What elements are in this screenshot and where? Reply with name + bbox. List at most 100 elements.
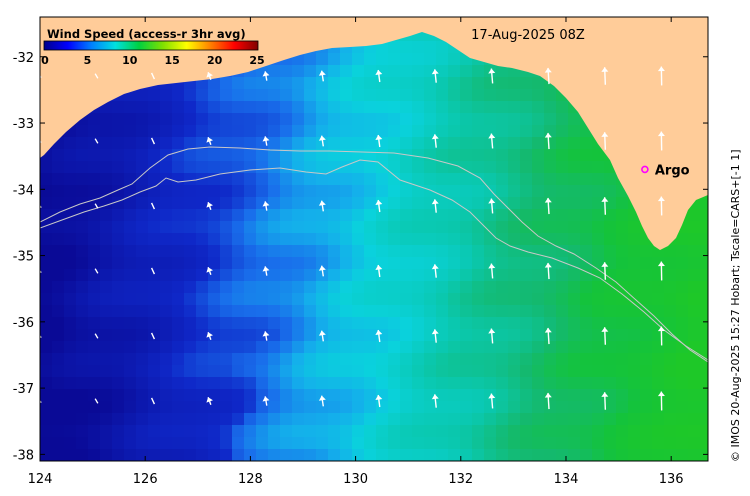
y-tick-label: -35 xyxy=(13,250,34,265)
wind-speed-cell xyxy=(388,305,401,318)
wind-speed-cell xyxy=(364,125,377,138)
wind-speed-cell xyxy=(256,401,269,414)
wind-speed-cell xyxy=(592,389,605,402)
wind-speed-cell xyxy=(124,413,137,426)
wind-speed-cell xyxy=(208,257,221,270)
colorbar-tick-label: 25 xyxy=(249,54,264,67)
wind-speed-cell xyxy=(268,89,281,102)
wind-speed-cell xyxy=(400,53,413,66)
wind-speed-cell xyxy=(520,233,533,246)
wind-speed-cell xyxy=(544,365,557,378)
wind-speed-cell xyxy=(520,389,533,402)
wind-speed-cell xyxy=(400,245,413,258)
wind-speed-cell xyxy=(520,185,533,198)
wind-speed-cell xyxy=(412,269,425,282)
wind-speed-cell xyxy=(340,65,353,78)
wind-speed-cell xyxy=(376,77,389,90)
wind-speed-cell xyxy=(232,137,245,150)
wind-speed-cell xyxy=(568,305,581,318)
wind-speed-cell xyxy=(364,137,377,150)
wind-speed-cell xyxy=(520,173,533,186)
wind-speed-cell xyxy=(376,161,389,174)
wind-speed-cell xyxy=(340,281,353,294)
wind-speed-cell xyxy=(136,173,149,186)
wind-speed-cell xyxy=(52,401,65,414)
wind-speed-cell xyxy=(616,353,629,366)
wind-speed-cell xyxy=(100,377,113,390)
wind-speed-cell xyxy=(136,353,149,366)
wind-speed-cell xyxy=(196,401,209,414)
wind-speed-cell xyxy=(88,185,101,198)
wind-speed-cell xyxy=(148,149,161,162)
wind-speed-cell xyxy=(100,161,113,174)
wind-speed-cell xyxy=(304,437,317,450)
wind-arrow xyxy=(262,201,270,211)
wind-speed-cell xyxy=(64,281,77,294)
wind-speed-cell xyxy=(664,413,677,426)
wind-arrow xyxy=(262,71,270,81)
wind-speed-cell xyxy=(268,101,281,114)
wind-arrow xyxy=(40,74,42,79)
x-tick-label: 132 xyxy=(448,472,473,487)
wind-speed-cell xyxy=(268,449,281,461)
wind-speed-cell xyxy=(424,53,437,66)
wind-speed-cell xyxy=(196,125,209,138)
wind-speed-cell xyxy=(628,377,641,390)
wind-speed-cell xyxy=(592,305,605,318)
wind-speed-cell xyxy=(700,221,708,234)
wind-speed-cell xyxy=(208,413,221,426)
wind-speed-cell xyxy=(376,281,389,294)
wind-speed-cell xyxy=(376,245,389,258)
wind-speed-cell xyxy=(100,257,113,270)
wind-speed-cell xyxy=(148,113,161,126)
wind-speed-cell xyxy=(448,305,461,318)
wind-speed-cell xyxy=(148,377,161,390)
wind-speed-cell xyxy=(556,413,569,426)
wind-speed-cell xyxy=(436,281,449,294)
wind-speed-cell xyxy=(160,257,173,270)
wind-arrow xyxy=(318,70,326,82)
x-tick-label: 128 xyxy=(238,472,263,487)
wind-speed-cell xyxy=(508,401,521,414)
wind-speed-cell xyxy=(532,293,545,306)
wind-speed-cell xyxy=(328,449,341,461)
wind-speed-cell xyxy=(496,413,509,426)
wind-speed-cell xyxy=(676,449,689,461)
wind-speed-cell xyxy=(448,125,461,138)
wind-speed-cell xyxy=(652,449,665,461)
wind-speed-cell xyxy=(652,353,665,366)
wind-speed-cell xyxy=(628,437,641,450)
wind-speed-cell xyxy=(580,413,593,426)
wind-speed-cell xyxy=(76,137,89,150)
wind-speed-cell xyxy=(184,425,197,438)
wind-speed-cell xyxy=(676,281,689,294)
wind-speed-cell xyxy=(520,161,533,174)
wind-speed-cell xyxy=(256,77,269,90)
wind-speed-cell xyxy=(100,389,113,402)
wind-speed-cell xyxy=(400,353,413,366)
wind-speed-cell xyxy=(220,137,233,150)
wind-speed-cell xyxy=(424,197,437,210)
wind-speed-cell xyxy=(412,377,425,390)
wind-speed-cell xyxy=(184,161,197,174)
wind-speed-cell xyxy=(496,329,509,342)
wind-speed-cell xyxy=(172,449,185,461)
wind-speed-cell xyxy=(136,329,149,342)
wind-speed-cell xyxy=(316,425,329,438)
wind-speed-cell xyxy=(328,113,341,126)
wind-speed-cell xyxy=(628,233,641,246)
wind-speed-cell xyxy=(532,365,545,378)
wind-speed-cell xyxy=(100,245,113,258)
wind-speed-cell xyxy=(616,341,629,354)
wind-speed-cell xyxy=(232,113,245,126)
wind-speed-cell xyxy=(592,245,605,258)
wind-speed-cell xyxy=(244,353,257,366)
wind-speed-cell xyxy=(472,125,485,138)
wind-speed-cell xyxy=(616,221,629,234)
wind-speed-cell xyxy=(280,89,293,102)
wind-speed-cell xyxy=(376,89,389,102)
wind-speed-cell xyxy=(148,281,161,294)
wind-speed-cell xyxy=(220,197,233,210)
wind-speed-cell xyxy=(556,437,569,450)
